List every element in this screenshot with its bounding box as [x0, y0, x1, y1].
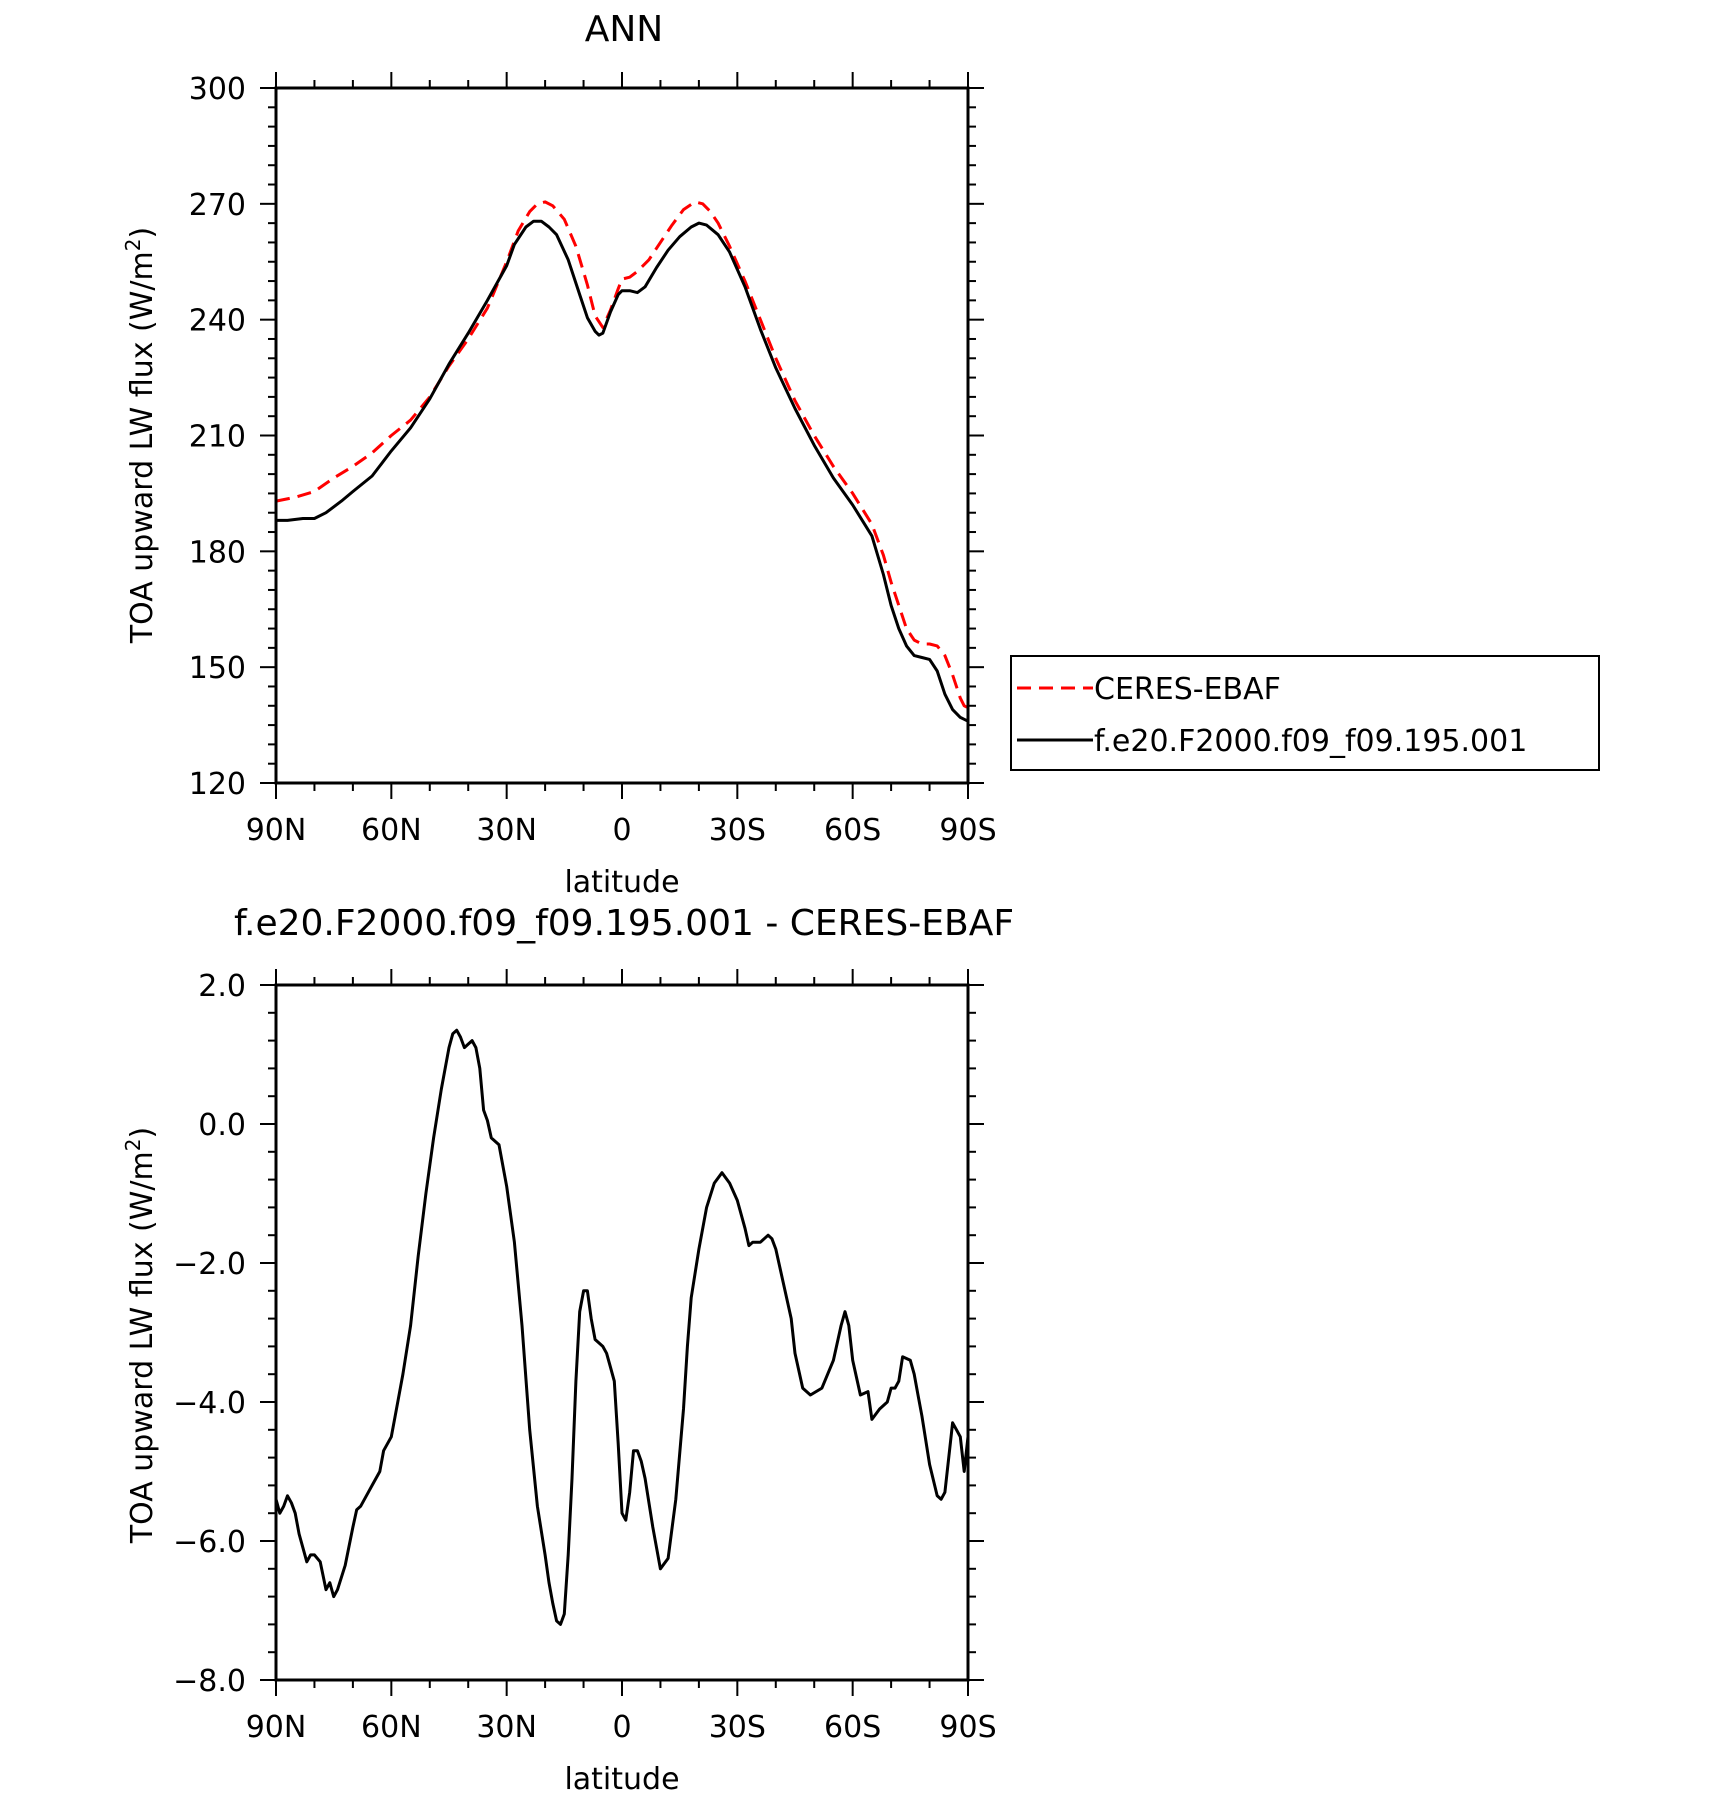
- chart-top-title: ANN: [585, 9, 664, 50]
- x-tick-label: 60N: [361, 813, 422, 848]
- chart-bottom: f.e20.F2000.f09_f09.195.001 - CERES-EBAF…: [121, 903, 1014, 1797]
- chart-top-y-axis-label-tail: ): [125, 227, 160, 239]
- x-tick-label: 30N: [476, 1710, 537, 1745]
- chart-top-x-ticks: 90N 60N 30N 0 30S 60S 90S: [246, 72, 997, 848]
- chart-top-frame: [274, 86, 970, 785]
- y-tick-label: 300: [189, 72, 246, 107]
- chart-top-y-axis-label-main: TOA upward LW flux (W/m: [125, 251, 160, 644]
- y-tick-label: 270: [189, 188, 246, 223]
- x-tick-label: 90N: [246, 1710, 307, 1745]
- chart-bottom-plot-area: [274, 1028, 970, 1626]
- x-tick-label: 90S: [939, 1710, 996, 1745]
- y-tick-label: 150: [189, 651, 246, 686]
- chart-bottom-frame: [274, 983, 970, 1682]
- chart-top-plot-area: [275, 200, 969, 723]
- chart-bottom-y-axis-label-sup: 2: [121, 1139, 145, 1152]
- y-tick-label: 0.0: [198, 1108, 246, 1143]
- chart-top-legend: CERES-EBAF f.e20.F2000.f09_f09.195.001: [1010, 655, 1600, 771]
- chart-top-y-axis-label-sup: 2: [121, 239, 145, 252]
- chart-bottom-y-axis-label-main: TOA upward LW flux (W/m: [125, 1151, 160, 1544]
- y-tick-label: 2.0: [198, 969, 246, 1004]
- x-tick-label: 60N: [361, 1710, 422, 1745]
- chart-top-y-axis-label: TOA upward LW flux (W/m2): [121, 227, 160, 644]
- y-tick-label: −8.0: [173, 1664, 246, 1699]
- y-tick-label: 120: [189, 767, 246, 802]
- chart-top-legend-box: [1010, 655, 1600, 771]
- x-tick-label: 30S: [709, 813, 766, 848]
- x-tick-label: 60S: [824, 813, 881, 848]
- y-tick-label: −4.0: [173, 1386, 246, 1421]
- y-tick-label: −2.0: [173, 1247, 246, 1282]
- x-tick-label: 30N: [476, 813, 537, 848]
- chart-bottom-y-axis-label: TOA upward LW flux (W/m2): [121, 1127, 160, 1544]
- y-tick-label: −6.0: [173, 1525, 246, 1560]
- x-tick-label: 0: [612, 813, 631, 848]
- chart-bottom-x-ticks: 90N 60N 30N 0 30S 60S 90S: [246, 969, 997, 1745]
- x-tick-label: 0: [612, 1710, 631, 1745]
- chart-top-x-axis-label: latitude: [564, 865, 679, 900]
- chart-top-legend-label-model: f.e20.F2000.f09_f09.195.001: [1094, 724, 1527, 759]
- series-line-1: [276, 219, 969, 723]
- x-tick-label: 30S: [709, 1710, 766, 1745]
- chart-top: ANN 120 150 180 210 240 270 300 90N 60N 30N 0 30S 6…: [121, 9, 1600, 900]
- x-tick-label: 90N: [246, 813, 307, 848]
- series-line-0: [275, 200, 969, 710]
- chart-bottom-x-axis-label: latitude: [564, 1762, 679, 1797]
- series-line-0: [274, 1028, 970, 1626]
- chart-bottom-y-axis-label-tail: ): [125, 1127, 160, 1139]
- x-tick-label: 90S: [939, 813, 996, 848]
- chart-top-y-ticks: 120 150 180 210 240 270 300: [189, 72, 984, 802]
- y-tick-label: 210: [189, 420, 246, 455]
- y-tick-label: 180: [189, 535, 246, 570]
- chart-bottom-y-ticks: −8.0 −6.0 −4.0 −2.0 0.0 2.0: [173, 969, 984, 1699]
- y-tick-label: 240: [189, 304, 246, 339]
- x-tick-label: 60S: [824, 1710, 881, 1745]
- chart-bottom-title: f.e20.F2000.f09_f09.195.001 - CERES-EBAF: [234, 903, 1014, 944]
- chart-top-legend-label-ceres-ebaf: CERES-EBAF: [1094, 672, 1281, 707]
